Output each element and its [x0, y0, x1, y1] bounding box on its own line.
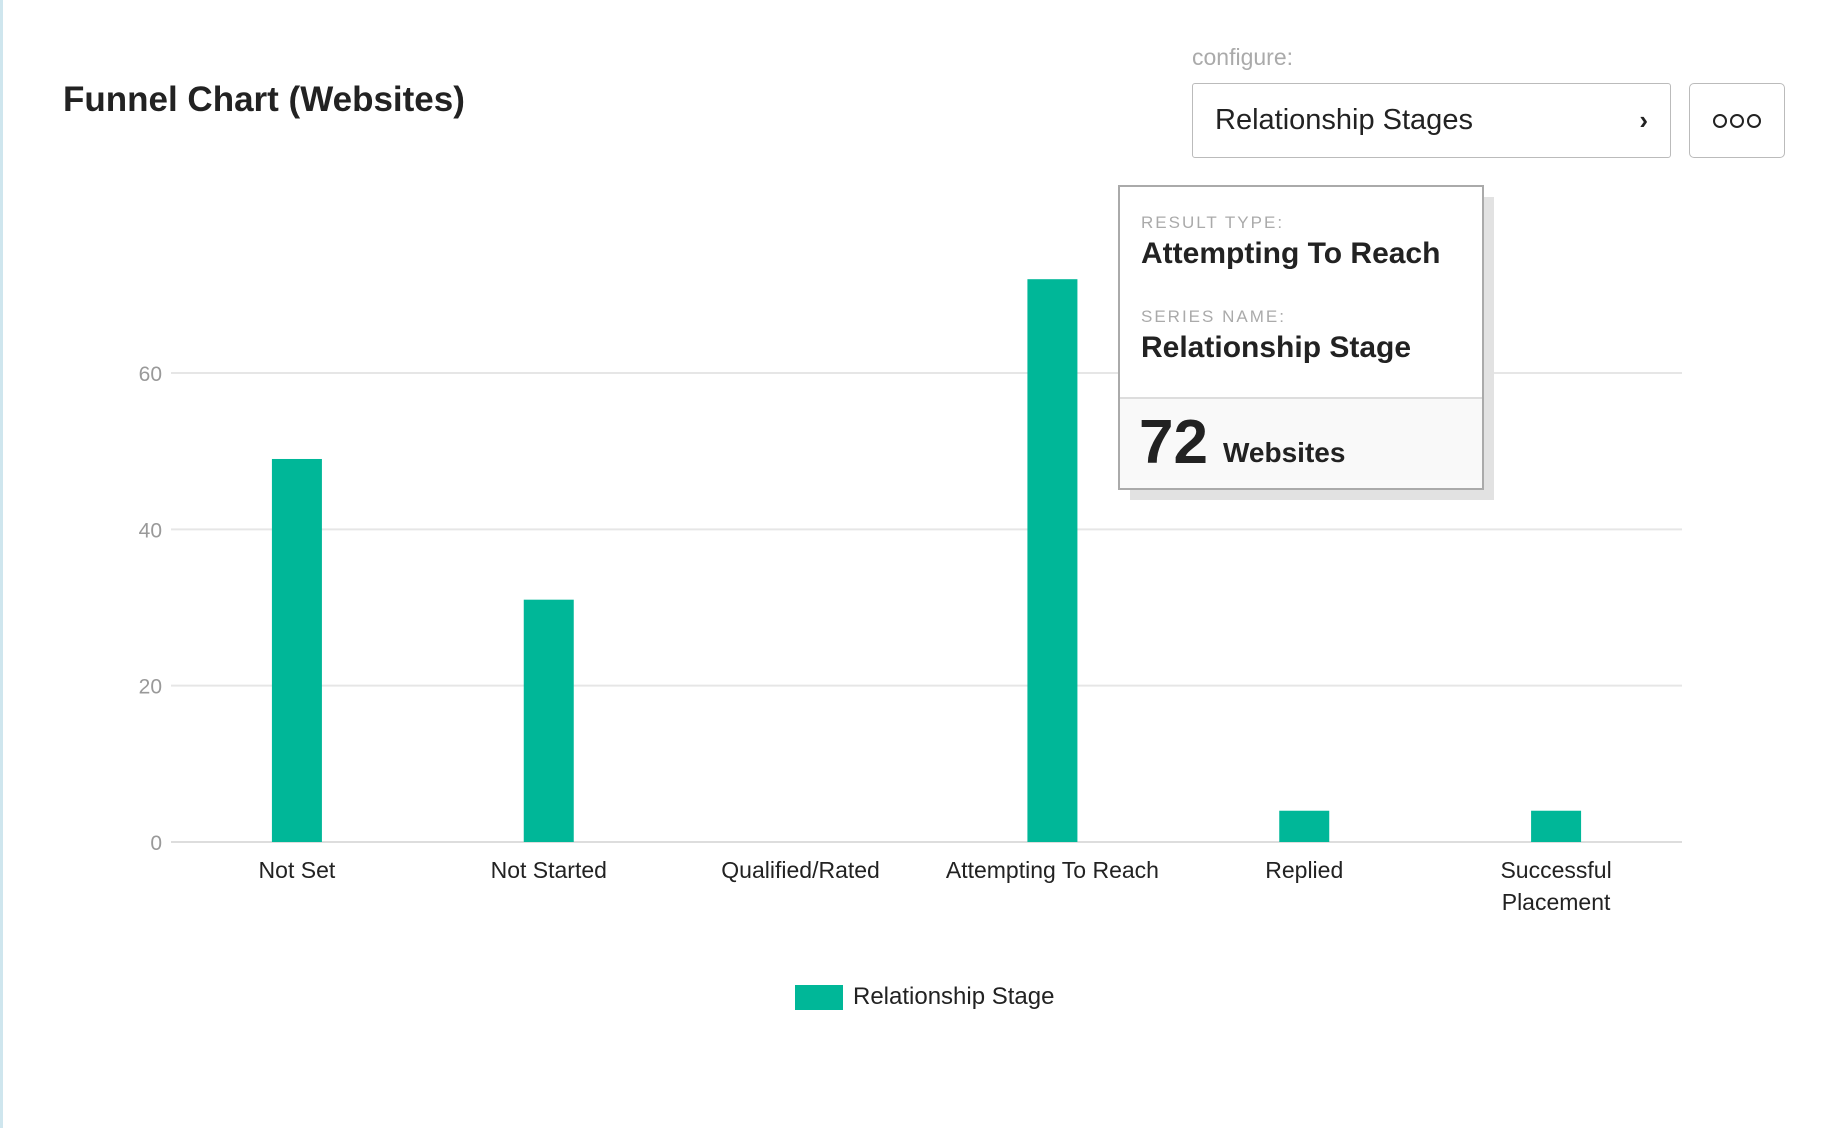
- legend-item[interactable]: Relationship Stage: [795, 983, 1054, 1011]
- more-options-icon: [1730, 113, 1744, 128]
- x-tick-label: Not Set: [259, 857, 336, 883]
- tooltip-series-name: Relationship Stage: [1141, 331, 1412, 364]
- x-tick-label: Successful: [1500, 857, 1611, 883]
- x-tick-label: Qualified/Rated: [721, 857, 880, 883]
- configure-dropdown[interactable]: Relationship Stages ›: [1192, 83, 1671, 158]
- x-tick-label: Placement: [1502, 889, 1611, 915]
- y-tick-label: 0: [150, 832, 162, 855]
- tooltip-unit: Websites: [1223, 437, 1346, 468]
- legend-swatch: [795, 984, 843, 1010]
- tooltip-result-type: Attempting To Reach: [1141, 237, 1441, 270]
- x-tick-label: Not Started: [491, 857, 607, 883]
- x-tick-label: Replied: [1265, 857, 1343, 883]
- tooltip-series-name-label: SERIES NAME:: [1141, 307, 1286, 326]
- configure-selected: Relationship Stages: [1215, 104, 1473, 136]
- more-options-icon: [1747, 113, 1761, 128]
- configure-label: configure:: [1192, 44, 1294, 70]
- page-title: Funnel Chart (Websites): [63, 80, 465, 119]
- more-options-icon: [1713, 113, 1727, 128]
- bar[interactable]: [523, 599, 574, 842]
- y-tick-label: 60: [139, 363, 162, 386]
- more-options-button[interactable]: [1689, 83, 1785, 158]
- chevron-right-icon: ›: [1639, 105, 1648, 135]
- bar[interactable]: [1027, 279, 1078, 842]
- y-tick-label: 20: [139, 676, 162, 699]
- bar[interactable]: [1531, 810, 1582, 842]
- tooltip-footer: 72 Websites: [1120, 397, 1482, 488]
- left-border: [0, 0, 3, 1128]
- bar[interactable]: [271, 458, 322, 842]
- tooltip-value: 72: [1139, 408, 1208, 477]
- y-tick-label: 40: [139, 519, 162, 542]
- tooltip-result-type-label: RESULT TYPE:: [1141, 213, 1285, 232]
- bar[interactable]: [1279, 810, 1330, 842]
- legend-label: Relationship Stage: [853, 983, 1055, 1010]
- x-tick-label: Attempting To Reach: [946, 857, 1159, 883]
- tooltip: RESULT TYPE: Attempting To Reach SERIES …: [1118, 185, 1484, 490]
